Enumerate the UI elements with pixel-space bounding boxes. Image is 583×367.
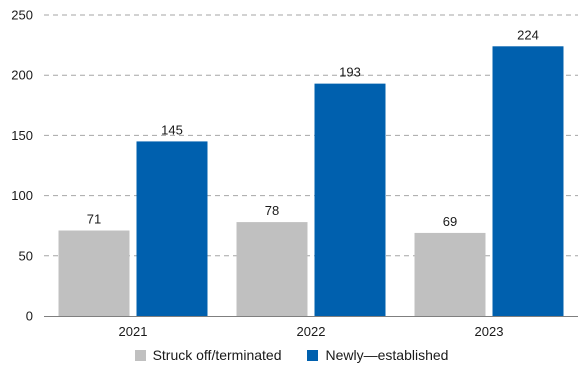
bar-struck-off-2023: [414, 232, 486, 316]
x-tick-label: 2022: [297, 324, 326, 339]
data-label: 193: [339, 65, 361, 80]
data-label: 224: [517, 27, 539, 42]
legend-item: Struck off/terminated: [134, 347, 282, 363]
data-labels: 71 145 78 193 69 224: [87, 27, 539, 229]
x-tick-label: 2021: [119, 324, 148, 339]
gridlines: [44, 14, 578, 257]
bar-struck-off-2022: [236, 222, 308, 316]
legend-swatch: [134, 349, 146, 361]
y-tick-label: 200: [11, 68, 33, 83]
bars: [58, 46, 564, 317]
legend-item: Newly—established: [307, 347, 448, 363]
legend: Struck off/terminated Newly—established: [0, 347, 583, 363]
bar-newly-established-2021: [136, 141, 208, 316]
y-tick-label: 50: [19, 248, 33, 263]
data-label: 71: [87, 212, 101, 227]
data-label: 78: [265, 203, 279, 218]
bar-struck-off-2021: [58, 230, 130, 316]
y-axis-tick-labels: 0 50 100 150 200 250: [11, 8, 33, 324]
legend-label: Struck off/terminated: [152, 347, 282, 363]
y-tick-label: 0: [26, 309, 33, 324]
data-label: 145: [161, 122, 183, 137]
legend-swatch: [307, 349, 319, 361]
y-tick-label: 250: [11, 8, 33, 23]
legend-label: Newly—established: [325, 347, 449, 363]
data-label: 69: [443, 214, 457, 229]
x-axis-tick-labels: 2021 2022 2023: [119, 324, 504, 339]
bar-newly-established-2023: [492, 46, 564, 316]
y-tick-label: 100: [11, 188, 33, 203]
x-tick-label: 2023: [475, 324, 504, 339]
bar-newly-established-2022: [314, 83, 386, 317]
y-tick-label: 150: [11, 128, 33, 143]
